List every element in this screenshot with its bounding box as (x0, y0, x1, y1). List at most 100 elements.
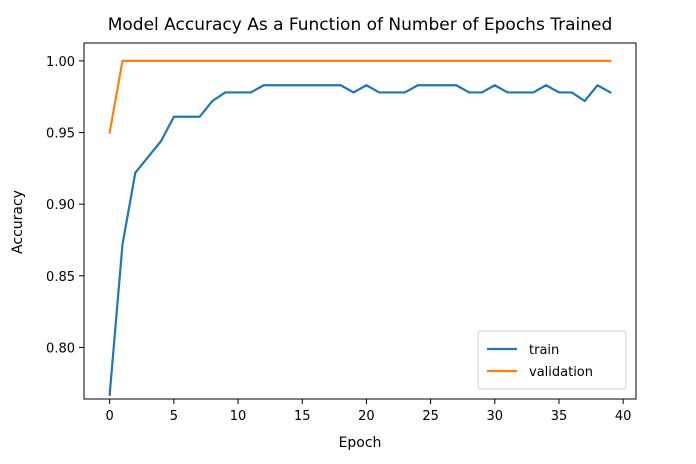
data-point-train (494, 84, 496, 86)
plot-area (83, 42, 637, 400)
x-axis-ticks: 0 5 10 15 20 25 30 35 40 (106, 399, 632, 424)
y-tick-label: 0.95 (46, 127, 75, 142)
data-point-train (275, 84, 278, 86)
data-point-validation (250, 60, 252, 62)
plot-frame (83, 42, 637, 400)
data-point-train (314, 84, 316, 86)
data-point-train (301, 84, 303, 86)
data-point-train (288, 84, 290, 86)
data-point-validation (609, 60, 611, 62)
data-point-validation (378, 60, 380, 62)
data-point-validation (365, 60, 368, 62)
data-point-train (481, 91, 483, 94)
data-point-validation (584, 60, 586, 62)
data-point-validation (455, 60, 457, 62)
data-point-train (609, 91, 611, 94)
data-point-validation (301, 60, 303, 62)
x-axis-label: Epoch (339, 435, 382, 451)
data-point-validation (340, 60, 342, 62)
data-point-train (160, 140, 162, 142)
data-point-train (558, 91, 560, 94)
y-axis-label: Accuracy (10, 190, 26, 254)
data-point-validation (134, 60, 136, 62)
x-tick-label: 10 (230, 409, 247, 424)
data-point-validation (198, 60, 201, 62)
data-point-validation (237, 60, 239, 62)
data-point-validation (186, 60, 188, 62)
data-point-validation (391, 60, 393, 62)
data-point-validation (109, 131, 111, 134)
data-point-validation (532, 60, 534, 62)
data-point-train (404, 91, 406, 94)
data-point-validation (352, 60, 355, 62)
data-point-validation (147, 60, 149, 62)
data-point-train (109, 394, 111, 396)
data-point-train (173, 116, 175, 118)
data-point-train (147, 156, 149, 158)
data-point-validation (404, 60, 406, 62)
data-point-validation (545, 60, 547, 62)
series-lines (108, 59, 612, 396)
data-point-train (468, 91, 470, 94)
data-point-train (237, 91, 239, 94)
data-point-train (455, 84, 457, 86)
y-tick-label: 0.85 (46, 270, 75, 285)
data-point-validation (571, 60, 573, 62)
data-point-validation (275, 60, 278, 62)
x-tick-label: 0 (106, 409, 114, 424)
y-tick-label: 0.90 (46, 198, 75, 213)
data-point-train (211, 100, 213, 102)
data-point-train (417, 84, 419, 86)
x-tick-label: 15 (294, 409, 311, 424)
data-point-validation (121, 60, 124, 62)
chart-title: Model Accuracy As a Function of Number o… (108, 15, 613, 35)
data-point-validation (468, 60, 470, 62)
x-tick-label: 40 (615, 409, 632, 424)
data-point-train (532, 91, 534, 94)
legend: train validation (477, 330, 627, 390)
series-line-validation (108, 59, 612, 134)
data-point-validation (417, 60, 419, 62)
x-tick-label: 25 (422, 409, 439, 424)
data-point-train (596, 84, 599, 86)
data-point-validation (481, 60, 483, 62)
data-point-train (121, 243, 124, 245)
data-point-train (250, 91, 252, 94)
data-point-validation (494, 60, 496, 62)
data-point-train (365, 84, 368, 86)
data-point-validation (442, 60, 445, 62)
legend-label-validation: validation (529, 365, 593, 380)
data-point-train (224, 91, 226, 94)
data-point-validation (519, 60, 522, 62)
data-point-train (571, 91, 573, 94)
y-tick-label: 0.80 (46, 341, 75, 356)
data-point-train (134, 172, 136, 174)
x-tick-label: 35 (551, 409, 568, 424)
data-point-train (519, 91, 522, 94)
data-point-train (430, 84, 432, 86)
data-point-validation (160, 60, 162, 62)
data-point-validation (327, 60, 329, 62)
y-axis-ticks: 0.80 0.85 0.90 0.95 1.00 (46, 55, 84, 356)
data-point-train (442, 84, 445, 86)
data-point-train (198, 116, 201, 118)
data-point-validation (507, 60, 509, 62)
data-point-validation (596, 60, 599, 62)
data-point-train (584, 100, 586, 102)
data-point-train (352, 91, 355, 94)
data-point-validation (314, 60, 316, 62)
x-tick-label: 30 (487, 409, 504, 424)
data-point-validation (173, 60, 175, 62)
data-point-train (327, 84, 329, 86)
data-point-validation (288, 60, 290, 62)
data-point-train (378, 91, 380, 94)
x-tick-label: 5 (170, 409, 178, 424)
series-line-train (108, 84, 612, 396)
x-tick-label: 20 (358, 409, 375, 424)
legend-label-train: train (529, 343, 559, 358)
data-point-validation (211, 60, 213, 62)
y-tick-label: 1.00 (46, 55, 75, 70)
legend-box (477, 330, 627, 390)
data-point-train (545, 84, 547, 86)
